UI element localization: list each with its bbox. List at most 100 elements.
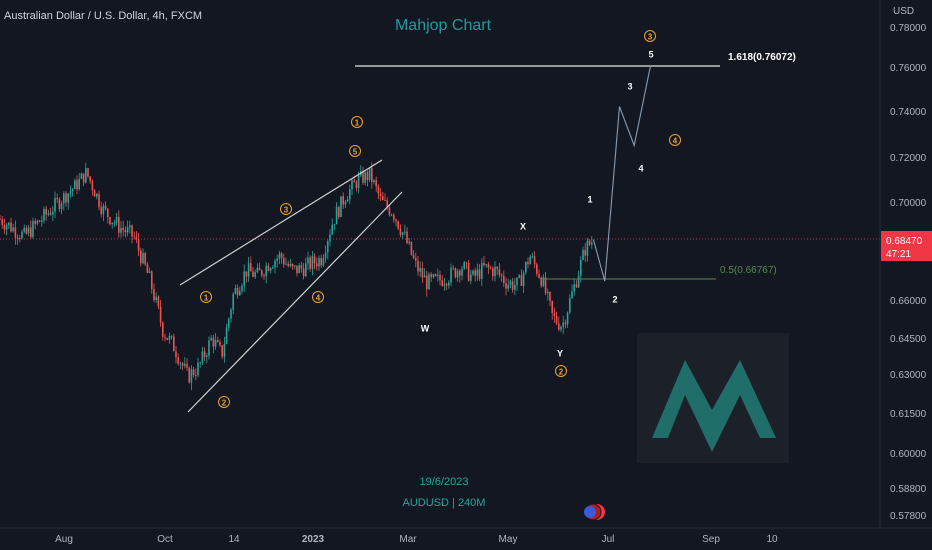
candle-body bbox=[223, 343, 226, 357]
candle-body bbox=[463, 262, 465, 269]
candle-body bbox=[38, 220, 41, 222]
candle-body bbox=[364, 172, 366, 183]
wave-label[interactable]: 1 bbox=[200, 291, 212, 303]
candle-body bbox=[452, 267, 454, 269]
candle-body bbox=[302, 268, 305, 277]
price-axis[interactable]: USD 0.78000 0.76000 0.74000 0.72000 0.70000 0… bbox=[879, 0, 927, 528]
wave-label-circle bbox=[644, 30, 656, 42]
candle-body bbox=[217, 340, 219, 342]
candle-body bbox=[188, 367, 190, 383]
symbol-title[interactable]: Australian Dollar / U.S. Dollar, 4h, FXC… bbox=[4, 10, 202, 22]
candle-body bbox=[34, 221, 36, 224]
candle-body bbox=[353, 180, 355, 183]
candle-body bbox=[146, 264, 149, 273]
y-tick-label: 0.58800 bbox=[890, 484, 927, 495]
candle-body bbox=[432, 274, 435, 278]
candle-body bbox=[421, 268, 424, 278]
wave-label[interactable]: 4 bbox=[312, 291, 324, 303]
candle-body bbox=[173, 336, 175, 352]
wave-label[interactable]: X bbox=[520, 222, 526, 232]
wave-label[interactable]: 1 bbox=[351, 116, 363, 128]
wave-label-text: 4 bbox=[673, 137, 678, 146]
candle-body bbox=[307, 257, 309, 264]
candle-body bbox=[140, 250, 142, 264]
candle-body bbox=[399, 228, 402, 235]
wave-label[interactable]: 2 bbox=[218, 396, 230, 408]
wedge-upper-line[interactable] bbox=[179, 159, 383, 286]
candle-body bbox=[115, 216, 118, 223]
candle-body bbox=[166, 337, 168, 340]
candle-body bbox=[518, 275, 520, 278]
wave-label-text: X bbox=[520, 222, 526, 232]
candle-body bbox=[197, 362, 199, 376]
wave-label-text: 2 bbox=[222, 399, 227, 408]
candle-body bbox=[87, 168, 89, 177]
candle-body bbox=[280, 253, 283, 259]
candle-body bbox=[566, 312, 569, 325]
wedge-lower-line[interactable] bbox=[187, 191, 403, 413]
candle-body bbox=[448, 282, 450, 286]
candle-body bbox=[379, 193, 382, 196]
candle-body bbox=[179, 363, 182, 365]
candle-body bbox=[186, 363, 188, 368]
wave-label[interactable]: 3 bbox=[644, 30, 656, 42]
time-axis[interactable]: Aug Oct 14 2023 Mar May Jul Sep 10 bbox=[0, 527, 932, 545]
candle-body bbox=[177, 357, 179, 364]
candle-body bbox=[527, 261, 529, 265]
candle-body bbox=[267, 265, 270, 271]
candle-body bbox=[368, 168, 371, 181]
wave-label[interactable]: Y bbox=[557, 349, 563, 359]
wave-label[interactable]: 2 bbox=[555, 365, 567, 377]
wave-label[interactable]: 4 bbox=[669, 134, 681, 146]
candle-body bbox=[507, 284, 509, 289]
candle-body bbox=[366, 172, 369, 181]
wave-label[interactable]: 1 bbox=[587, 195, 592, 205]
wave-label-circle bbox=[349, 145, 361, 157]
x-tick-label: 2023 bbox=[302, 534, 325, 545]
candle-body bbox=[456, 270, 459, 278]
candle-body bbox=[36, 220, 39, 224]
candle-body bbox=[485, 264, 487, 266]
wave-label[interactable]: 3 bbox=[280, 203, 292, 215]
event-flag-icon[interactable] bbox=[584, 503, 605, 521]
candle-body bbox=[580, 259, 582, 276]
wave-label[interactable]: 5 bbox=[648, 50, 653, 60]
candle-body bbox=[320, 257, 322, 266]
wave-labels: 1 5 3 1 4 2 W X Y 2 1 2 3 4 5 3 4 bbox=[200, 30, 681, 408]
wave-label[interactable]: W bbox=[421, 324, 430, 334]
candle-body bbox=[316, 263, 318, 267]
wave-label[interactable]: 4 bbox=[638, 164, 643, 174]
candle-body bbox=[309, 257, 311, 269]
candle-body bbox=[384, 200, 386, 201]
wave-label[interactable]: 3 bbox=[627, 82, 632, 92]
wave-label[interactable]: 5 bbox=[349, 145, 361, 157]
candle-body bbox=[30, 227, 32, 238]
candle-body bbox=[382, 195, 384, 201]
projection-path[interactable] bbox=[592, 65, 652, 282]
candle-body bbox=[65, 193, 67, 203]
candle-body bbox=[503, 275, 505, 283]
candle-body bbox=[162, 322, 164, 337]
candle-body bbox=[247, 263, 250, 277]
candle-body bbox=[536, 264, 538, 274]
candle-body bbox=[470, 274, 472, 281]
candle-body bbox=[252, 271, 254, 277]
candle-body bbox=[131, 225, 133, 237]
candle-body bbox=[45, 208, 47, 215]
wave-label-circle bbox=[218, 396, 230, 408]
candle-body bbox=[93, 190, 96, 197]
candle-body bbox=[47, 213, 50, 215]
candle-body bbox=[159, 306, 162, 323]
candle-body bbox=[206, 355, 208, 357]
candle-body bbox=[516, 277, 518, 286]
wave-label-text: 3 bbox=[284, 206, 289, 215]
candle-body bbox=[85, 168, 87, 183]
wave-label-text: 4 bbox=[316, 294, 321, 303]
candle-body bbox=[390, 214, 393, 216]
wave-label[interactable]: 2 bbox=[612, 295, 617, 305]
candle-body bbox=[104, 205, 107, 209]
candle-body bbox=[120, 227, 122, 233]
candle-body bbox=[377, 186, 380, 194]
candle-body bbox=[538, 273, 540, 278]
